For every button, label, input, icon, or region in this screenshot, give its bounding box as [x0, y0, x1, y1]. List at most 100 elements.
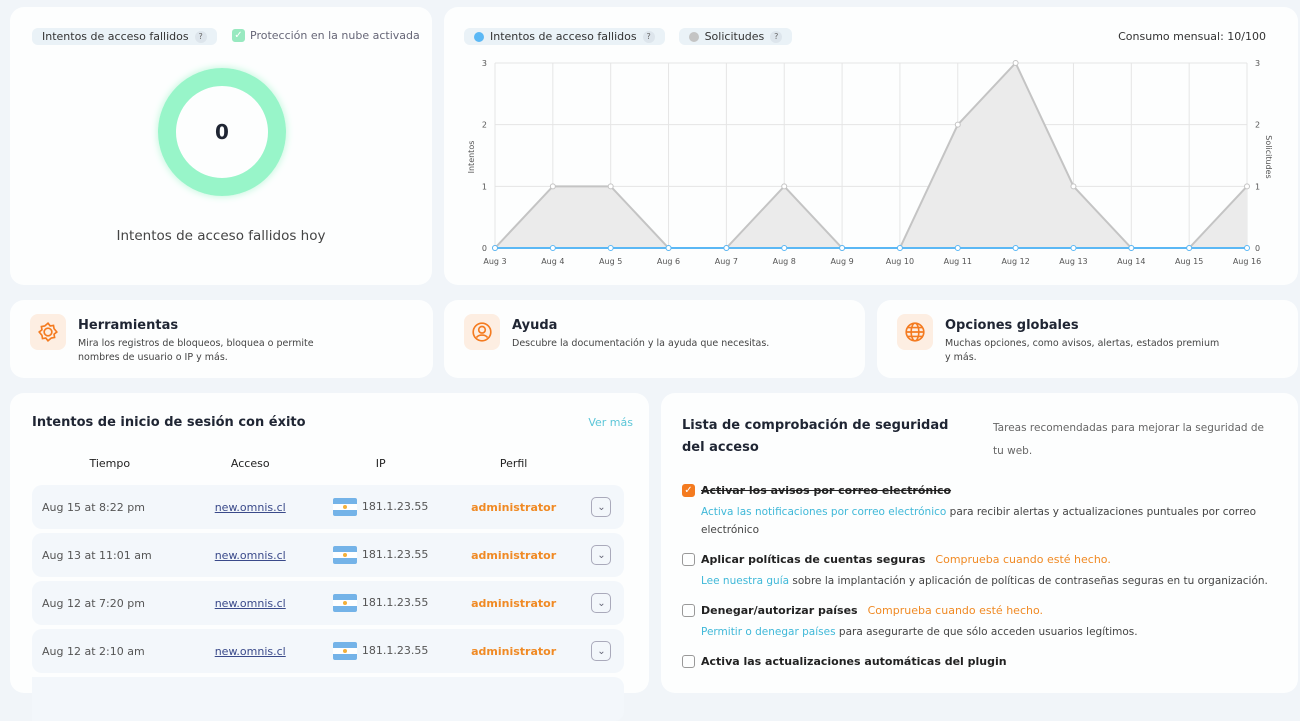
- item-desc: para recibir alertas y actualizaciones p…: [701, 506, 1256, 536]
- data-point: [1070, 245, 1077, 251]
- data-point: [549, 183, 556, 190]
- expand-chevron-icon[interactable]: ⌄: [591, 545, 612, 565]
- expand-chevron-icon[interactable]: ⌄: [591, 641, 612, 661]
- ip-address: 181.1.23.55: [361, 548, 429, 561]
- donut-value: 0: [215, 120, 229, 144]
- see-more-link[interactable]: Ver más: [588, 416, 633, 429]
- data-point: [607, 183, 614, 190]
- data-point: [781, 245, 788, 251]
- y2-tick-label: 0: [1255, 244, 1260, 253]
- data-point: [1244, 245, 1250, 251]
- successful-logins-card: Intentos de inicio de sesión con éxito V…: [10, 393, 649, 721]
- check-icon: ✓: [232, 29, 245, 42]
- x-tick-label: Aug 3: [483, 257, 506, 266]
- x-tick-label: Aug 11: [944, 257, 972, 266]
- item-warning: Comprueba cuando esté hecho.: [935, 553, 1111, 566]
- gear-icon: [30, 314, 66, 350]
- argentina-flag-icon: [332, 594, 357, 612]
- x-tick-label: Aug 8: [773, 257, 796, 266]
- checklist-item: Activa las actualizaciones automáticas d…: [682, 655, 1272, 668]
- data-point: [607, 245, 614, 251]
- checklist-item: Denegar/autorizar países Comprueba cuando…: [682, 604, 1272, 641]
- role: administrator: [471, 548, 557, 562]
- col-perfil: Perfil: [499, 456, 528, 470]
- argentina-flag-icon: [332, 498, 357, 516]
- donut-ring: 0: [158, 68, 286, 196]
- item-label: Activar los avisos por correo electrónic…: [701, 484, 952, 497]
- ip-address: 181.1.23.55: [361, 644, 429, 657]
- col-ip: IP: [375, 456, 386, 470]
- logins-title: Intentos de inicio de sesión con éxito: [32, 415, 306, 430]
- item-link[interactable]: Permitir o denegar países: [701, 626, 836, 638]
- checkbox[interactable]: [682, 655, 695, 668]
- item-label: Activa las actualizaciones automáticas d…: [701, 655, 1007, 668]
- cloud-protection-status: ✓ Protección en la nube activada: [232, 29, 420, 42]
- legend-intentos[interactable]: Intentos de acceso fallidos?: [464, 28, 665, 45]
- tool-card-0[interactable]: Herramientas Mira los registros de bloque…: [10, 300, 433, 378]
- legend-solicitudes[interactable]: Solicitudes?: [678, 28, 793, 45]
- x-tick-label: Aug 14: [1117, 257, 1145, 266]
- y-tick-label: 2: [482, 121, 487, 130]
- item-link[interactable]: Lee nuestra guía: [701, 575, 790, 587]
- series-area: [495, 63, 1247, 248]
- y-tick-label: 0: [482, 244, 487, 253]
- data-point: [665, 245, 672, 251]
- help-icon[interactable]: ?: [770, 30, 783, 43]
- item-label: Denegar/autorizar países: [701, 604, 858, 617]
- donut-caption: Intentos de acceso fallidos hoy: [116, 228, 326, 244]
- tool-card-1[interactable]: Ayuda Descubre la documentación y la ayud…: [444, 300, 865, 378]
- access-link[interactable]: new.omnis.cl: [214, 500, 286, 514]
- access-link[interactable]: new.omnis.cl: [214, 548, 286, 562]
- tool-desc: Descubre la documentación y la ayuda que…: [512, 338, 770, 349]
- tool-card-2[interactable]: Opciones globales Muchas opciones, como a…: [877, 300, 1298, 378]
- access-link[interactable]: new.omnis.cl: [214, 596, 286, 610]
- expand-chevron-icon[interactable]: ⌄: [591, 593, 612, 613]
- item-desc: para asegurarte de que sólo acceden usua…: [835, 626, 1138, 638]
- checklist-item: ✓ Activar los avisos por correo electróni…: [682, 484, 1272, 539]
- y-tick-label: 3: [482, 59, 487, 68]
- x-tick-label: Aug 16: [1233, 257, 1261, 266]
- col-acceso: Acceso: [230, 456, 270, 470]
- y-tick-label: 1: [482, 182, 487, 191]
- table-row: Aug 12 at 7:20 pm new.omnis.cl 181.1.23.55…: [32, 581, 624, 625]
- checkbox[interactable]: [682, 553, 695, 566]
- y2-tick-label: 3: [1255, 59, 1260, 68]
- failed-attempts-pill: Intentos de acceso fallidos?: [32, 28, 217, 45]
- monthly-consumption: Consumo mensual: 10/100: [1118, 30, 1266, 43]
- login-time: Aug 12 at 7:20 pm: [32, 581, 188, 625]
- data-point: [1244, 183, 1250, 190]
- help-icon[interactable]: ?: [194, 30, 207, 43]
- y2-axis-label: Solicitudes: [1264, 135, 1273, 178]
- user-help-icon: [464, 314, 500, 350]
- data-point: [549, 245, 556, 251]
- y-axis-label: Intentos: [467, 141, 476, 174]
- data-point: [1012, 60, 1019, 66]
- checkbox[interactable]: [682, 604, 695, 617]
- table-row: Aug 12 at 2:10 am new.omnis.cl 181.1.23.55…: [32, 629, 624, 673]
- item-warning: Comprueba cuando esté hecho.: [867, 604, 1043, 617]
- table-row: Aug 13 at 11:01 am new.omnis.cl 181.1.23.5…: [32, 533, 624, 577]
- help-icon[interactable]: ?: [642, 30, 655, 43]
- argentina-flag-icon: [332, 546, 357, 564]
- access-link[interactable]: new.omnis.cl: [214, 644, 286, 658]
- argentina-flag-icon: [332, 642, 357, 660]
- x-tick-label: Aug 13: [1059, 257, 1087, 266]
- data-point: [723, 245, 730, 251]
- checkbox[interactable]: ✓: [682, 484, 695, 497]
- line-chart: 0 0 1 1 2 2 3 3 Aug 3 Aug 4 Aug 5 Aug 6 Aug 7 Aug 8 Au…: [467, 59, 1273, 266]
- x-tick-label: Aug 5: [599, 257, 622, 266]
- x-tick-label: Aug 15: [1175, 257, 1203, 266]
- failed-attempts-card: Intentos de acceso fallidos? ✓ Protección…: [10, 7, 432, 285]
- login-time: Aug 13 at 11:01 am: [32, 533, 188, 577]
- item-link[interactable]: Activa las notificaciones por correo ele…: [701, 506, 947, 518]
- x-tick-label: Aug 4: [541, 257, 564, 266]
- data-point: [781, 183, 788, 190]
- item-desc: sobre la implantación y aplicación de po…: [789, 575, 1268, 587]
- checklist-item: Aplicar políticas de cuentas seguras Comp…: [682, 553, 1272, 590]
- data-point: [1128, 245, 1135, 251]
- data-point: [492, 245, 498, 251]
- role: administrator: [471, 596, 557, 610]
- table-row: Aug 15 at 8:22 pm new.omnis.cl 181.1.23.55…: [32, 485, 624, 529]
- expand-chevron-icon[interactable]: ⌄: [591, 497, 612, 517]
- role: administrator: [471, 644, 557, 658]
